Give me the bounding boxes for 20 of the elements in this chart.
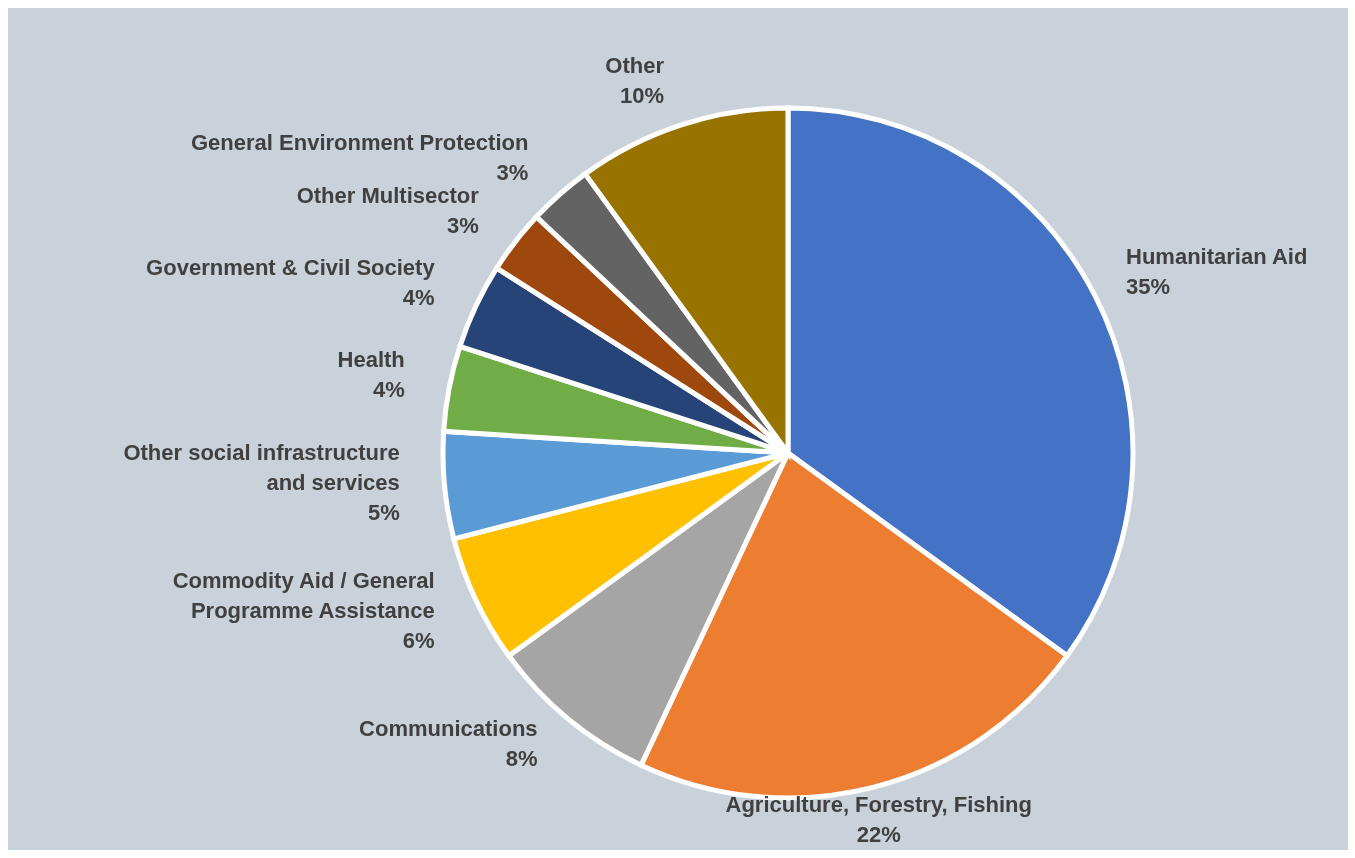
data-label: 5%: [367, 500, 400, 526]
slice-label: Government & Civil Society: [146, 254, 436, 280]
data-label: 4%: [373, 376, 405, 402]
data-label: 22%: [856, 821, 901, 847]
slice-label: Health: [337, 346, 405, 372]
data-label: 8%: [505, 745, 538, 771]
slice-label: Other Multisector: [296, 182, 480, 208]
slice-label: General Environment Protection: [190, 130, 529, 156]
data-label: 3%: [496, 160, 529, 186]
slice-label: Other social infrastructure and services: [123, 440, 400, 496]
data-label: 3%: [446, 212, 479, 238]
data-label: 35%: [1126, 274, 1171, 300]
data-label: 6%: [402, 627, 435, 653]
slice-label: Agriculture, Forestry, Fishing: [725, 791, 1032, 817]
slice-label: Communications: [359, 715, 538, 741]
slice-label: Humanitarian Aid: [1126, 244, 1308, 270]
data-label: 10%: [619, 82, 665, 108]
data-label: 4%: [402, 284, 435, 310]
slice-label: Other: [605, 52, 665, 78]
slice-label: Commodity Aid / General Programme Assistance: [172, 567, 435, 623]
